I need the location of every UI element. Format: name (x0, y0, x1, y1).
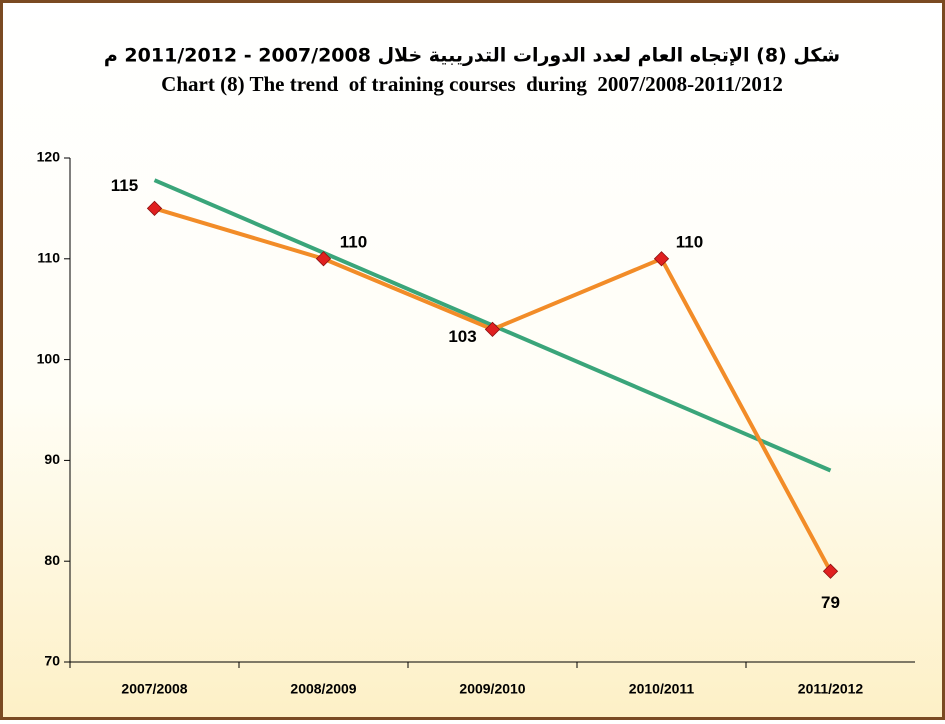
marker (822, 563, 839, 579)
y-tick-label: 90 (44, 451, 60, 467)
marker (653, 251, 670, 267)
chart-title: Chart (8) The trend of training courses … (161, 72, 783, 96)
x-tick-label: 2009/2010 (459, 681, 525, 697)
data-label: 79 (821, 593, 840, 612)
y-tick-label: 70 (44, 653, 60, 669)
marker (315, 251, 332, 267)
marker (484, 321, 501, 337)
y-tick-label: 110 (37, 250, 60, 266)
marker (146, 200, 163, 217)
x-tick-label: 2010/2011 (629, 681, 695, 697)
x-tick-label: 2008/2009 (290, 681, 356, 697)
y-tick-label: 100 (37, 350, 61, 366)
y-tick-label: 120 (37, 149, 61, 165)
x-tick-label: 2011/2012 (798, 681, 864, 697)
data-label: 110 (340, 232, 367, 251)
data-label: 115 (111, 176, 138, 195)
data-label: 103 (448, 327, 476, 346)
chart-title-ar: شكل (8) الإتجاه العام لعدد الدورات التدر… (104, 45, 840, 67)
data-label: 110 (676, 232, 703, 251)
x-tick-label: 2007/2008 (121, 681, 187, 697)
y-tick-label: 80 (44, 552, 60, 568)
